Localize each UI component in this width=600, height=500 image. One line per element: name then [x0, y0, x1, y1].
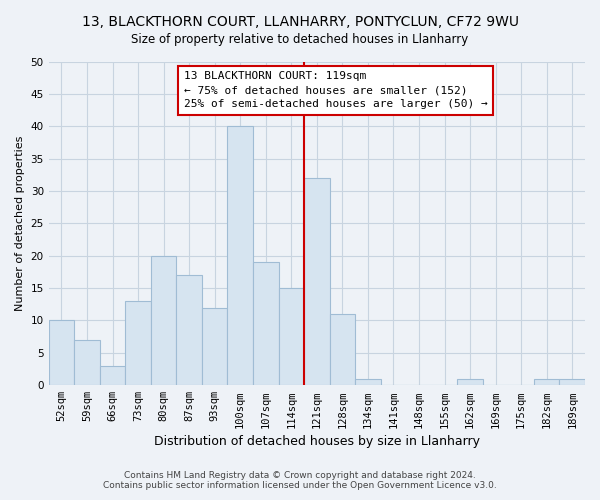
Bar	[227, 126, 253, 385]
Bar	[534, 378, 559, 385]
Bar	[125, 301, 151, 385]
Bar	[49, 320, 74, 385]
Bar	[100, 366, 125, 385]
Bar	[355, 378, 380, 385]
X-axis label: Distribution of detached houses by size in Llanharry: Distribution of detached houses by size …	[154, 434, 480, 448]
Text: 13 BLACKTHORN COURT: 119sqm
← 75% of detached houses are smaller (152)
25% of se: 13 BLACKTHORN COURT: 119sqm ← 75% of det…	[184, 71, 488, 109]
Y-axis label: Number of detached properties: Number of detached properties	[15, 136, 25, 311]
Bar	[278, 288, 304, 385]
Bar	[202, 308, 227, 385]
Bar	[457, 378, 483, 385]
Bar	[151, 256, 176, 385]
Bar	[304, 178, 329, 385]
Bar	[176, 275, 202, 385]
Text: 13, BLACKTHORN COURT, LLANHARRY, PONTYCLUN, CF72 9WU: 13, BLACKTHORN COURT, LLANHARRY, PONTYCL…	[82, 15, 518, 29]
Text: Contains HM Land Registry data © Crown copyright and database right 2024.
Contai: Contains HM Land Registry data © Crown c…	[103, 470, 497, 490]
Text: Size of property relative to detached houses in Llanharry: Size of property relative to detached ho…	[131, 32, 469, 46]
Bar	[559, 378, 585, 385]
Bar	[253, 262, 278, 385]
Bar	[329, 314, 355, 385]
Bar	[74, 340, 100, 385]
